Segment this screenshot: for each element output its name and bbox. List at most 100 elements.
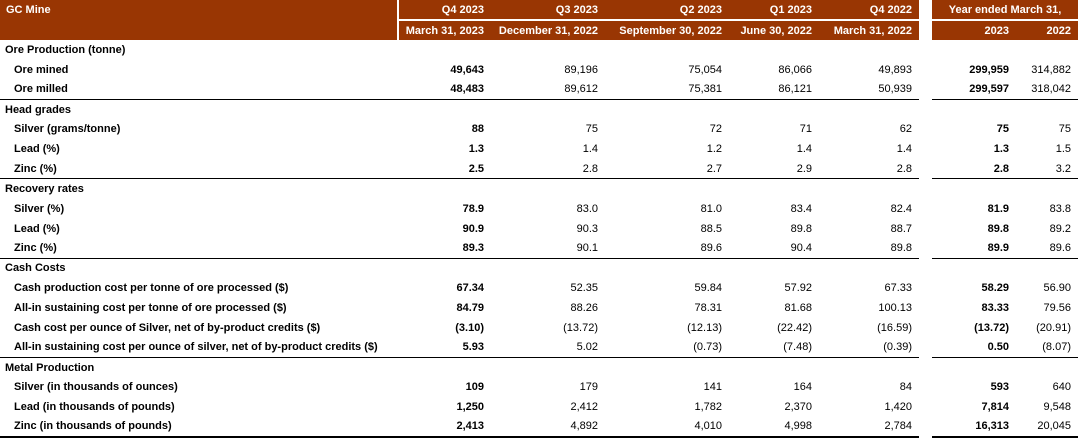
section-header-row: Ore Production (tonne) xyxy=(0,40,1078,60)
cell-year-value: 318,042 xyxy=(1016,79,1078,101)
table-row: Silver (in thousands of ounces) 109 179 141… xyxy=(0,377,1078,398)
cell-value: 75,381 xyxy=(605,79,729,101)
cell-empty xyxy=(605,179,729,199)
header-row-dates: March 31, 2023 December 31, 2022 Septemb… xyxy=(0,20,1078,40)
cell-empty xyxy=(491,100,605,120)
cell-value: 1.4 xyxy=(896,143,912,156)
cell-empty xyxy=(932,358,1016,378)
cell-year-value: 314,882 xyxy=(1031,63,1071,76)
cell-value: 2.8 xyxy=(491,159,605,180)
cell-empty xyxy=(491,358,605,378)
cell-value: 67.34 xyxy=(456,282,484,295)
column-gap xyxy=(919,297,932,318)
section-label: Ore Production (tonne) xyxy=(5,43,126,56)
cell-value: 100.13 xyxy=(878,301,912,314)
cell-value: (7.48) xyxy=(729,337,819,358)
column-gap xyxy=(919,258,932,279)
column-gap xyxy=(919,119,932,140)
cell-year-value: 56.90 xyxy=(1043,282,1071,295)
table-row: Cash production cost per tonne of ore pr… xyxy=(0,278,1078,298)
row-label: Zinc (in thousands of pounds) xyxy=(0,417,398,438)
cell-value: 52.35 xyxy=(570,282,598,295)
cell-value: 1,420 xyxy=(884,401,912,414)
table-row: Lead (%) 90.9 90.3 88.5 89.8 88.7 89.8 89.2 xyxy=(0,218,1078,239)
row-label: Ore mined xyxy=(14,63,69,76)
cell-value: 88 xyxy=(471,123,484,136)
cell-empty xyxy=(491,179,605,199)
cell-value: 1.4 xyxy=(796,143,812,156)
cell-value: 90.4 xyxy=(729,238,819,259)
cell-value: 88.7 xyxy=(890,222,912,235)
cell-value: 72 xyxy=(709,123,722,136)
section-header-row: Cash Costs xyxy=(0,258,1078,279)
cell-year-value: (13.72) xyxy=(974,321,1009,334)
row-label: Cash production cost per tonne of ore pr… xyxy=(14,282,289,295)
cell-empty xyxy=(729,258,819,278)
table-row: Ore milled 48,483 89,612 75,381 86,121 50,939… xyxy=(0,79,1078,101)
cell-year-value: 89.2 xyxy=(1049,222,1071,235)
row-label: Silver (%) xyxy=(14,202,65,215)
cell-value: 83.4 xyxy=(790,202,812,215)
cell-value: 2.9 xyxy=(729,159,819,180)
row-label: Zinc (%) xyxy=(0,238,398,259)
cell-value: 89.8 xyxy=(790,222,812,235)
cell-year-value: 640 xyxy=(1052,381,1071,394)
cell-value: 75 xyxy=(585,123,598,136)
cell-empty xyxy=(491,40,605,60)
cell-value: 90.1 xyxy=(491,238,605,259)
cell-value: 49,893 xyxy=(878,63,912,76)
cell-value: 67.33 xyxy=(884,282,912,295)
cell-empty xyxy=(819,179,919,199)
cell-empty xyxy=(932,179,1016,199)
cell-value: (0.39) xyxy=(819,337,919,358)
cell-value: 4,998 xyxy=(729,417,819,438)
table-row: Zinc (%) 89.3 90.1 89.6 90.4 89.8 89.9 89.6 xyxy=(0,238,1078,259)
cell-empty xyxy=(398,40,491,60)
cell-year-value: 83.8 xyxy=(1049,202,1071,215)
cell-year-value: 83.33 xyxy=(981,301,1009,314)
cell-value: 5.02 xyxy=(491,337,605,358)
cell-value: (0.73) xyxy=(605,337,729,358)
row-label: Zinc (%) xyxy=(0,159,398,180)
cell-value: 86,121 xyxy=(729,79,819,101)
cell-value: (3.10) xyxy=(455,321,484,334)
cell-value: 109 xyxy=(465,381,484,394)
cell-empty xyxy=(729,179,819,199)
cell-empty xyxy=(491,258,605,278)
cell-value: 2,412 xyxy=(570,401,598,414)
row-label: Cash cost per ounce of Silver, net of by… xyxy=(14,321,321,334)
cell-year-value: 20,045 xyxy=(1016,417,1078,438)
cell-value: 89.8 xyxy=(819,238,919,259)
row-label: Silver (in thousands of ounces) xyxy=(14,381,178,394)
cell-value: 1,782 xyxy=(694,401,722,414)
cell-year-value: 89.8 xyxy=(987,222,1009,235)
cell-empty xyxy=(819,100,919,120)
cell-year-value: 89.6 xyxy=(1016,238,1078,259)
cell-empty xyxy=(819,358,919,378)
cell-year-value: 58.29 xyxy=(981,282,1009,295)
table-row: Lead (in thousands of pounds) 1,250 2,412 1… xyxy=(0,397,1078,418)
cell-empty xyxy=(1016,40,1078,60)
table-row: Zinc (%) 2.5 2.8 2.7 2.9 2.8 2.8 3.2 xyxy=(0,159,1078,180)
column-gap xyxy=(919,99,932,120)
cell-value: (16.59) xyxy=(877,321,912,334)
cell-empty xyxy=(398,179,491,199)
row-label: Lead (%) xyxy=(14,222,60,235)
cell-year-value: 81.9 xyxy=(987,202,1009,215)
column-gap xyxy=(919,139,932,160)
cell-empty xyxy=(729,40,819,60)
cell-empty xyxy=(932,258,1016,278)
column-gap xyxy=(919,397,932,418)
cell-value: 84 xyxy=(899,381,912,394)
cell-empty xyxy=(932,40,1016,60)
col-header-year-2023: 2023 xyxy=(932,20,1016,40)
cell-value: (12.13) xyxy=(687,321,722,334)
table-row: Silver (%) 78.9 83.0 81.0 83.4 82.4 81.9 83.8 xyxy=(0,198,1078,219)
cell-year-value: 75 xyxy=(996,123,1009,136)
column-gap xyxy=(919,178,932,199)
cell-value: 62 xyxy=(899,123,912,136)
section-header-row: Recovery rates xyxy=(0,178,1078,199)
cell-value: 75,054 xyxy=(688,63,722,76)
cell-value: 89,612 xyxy=(491,79,605,101)
cell-value: 2.5 xyxy=(398,159,491,180)
